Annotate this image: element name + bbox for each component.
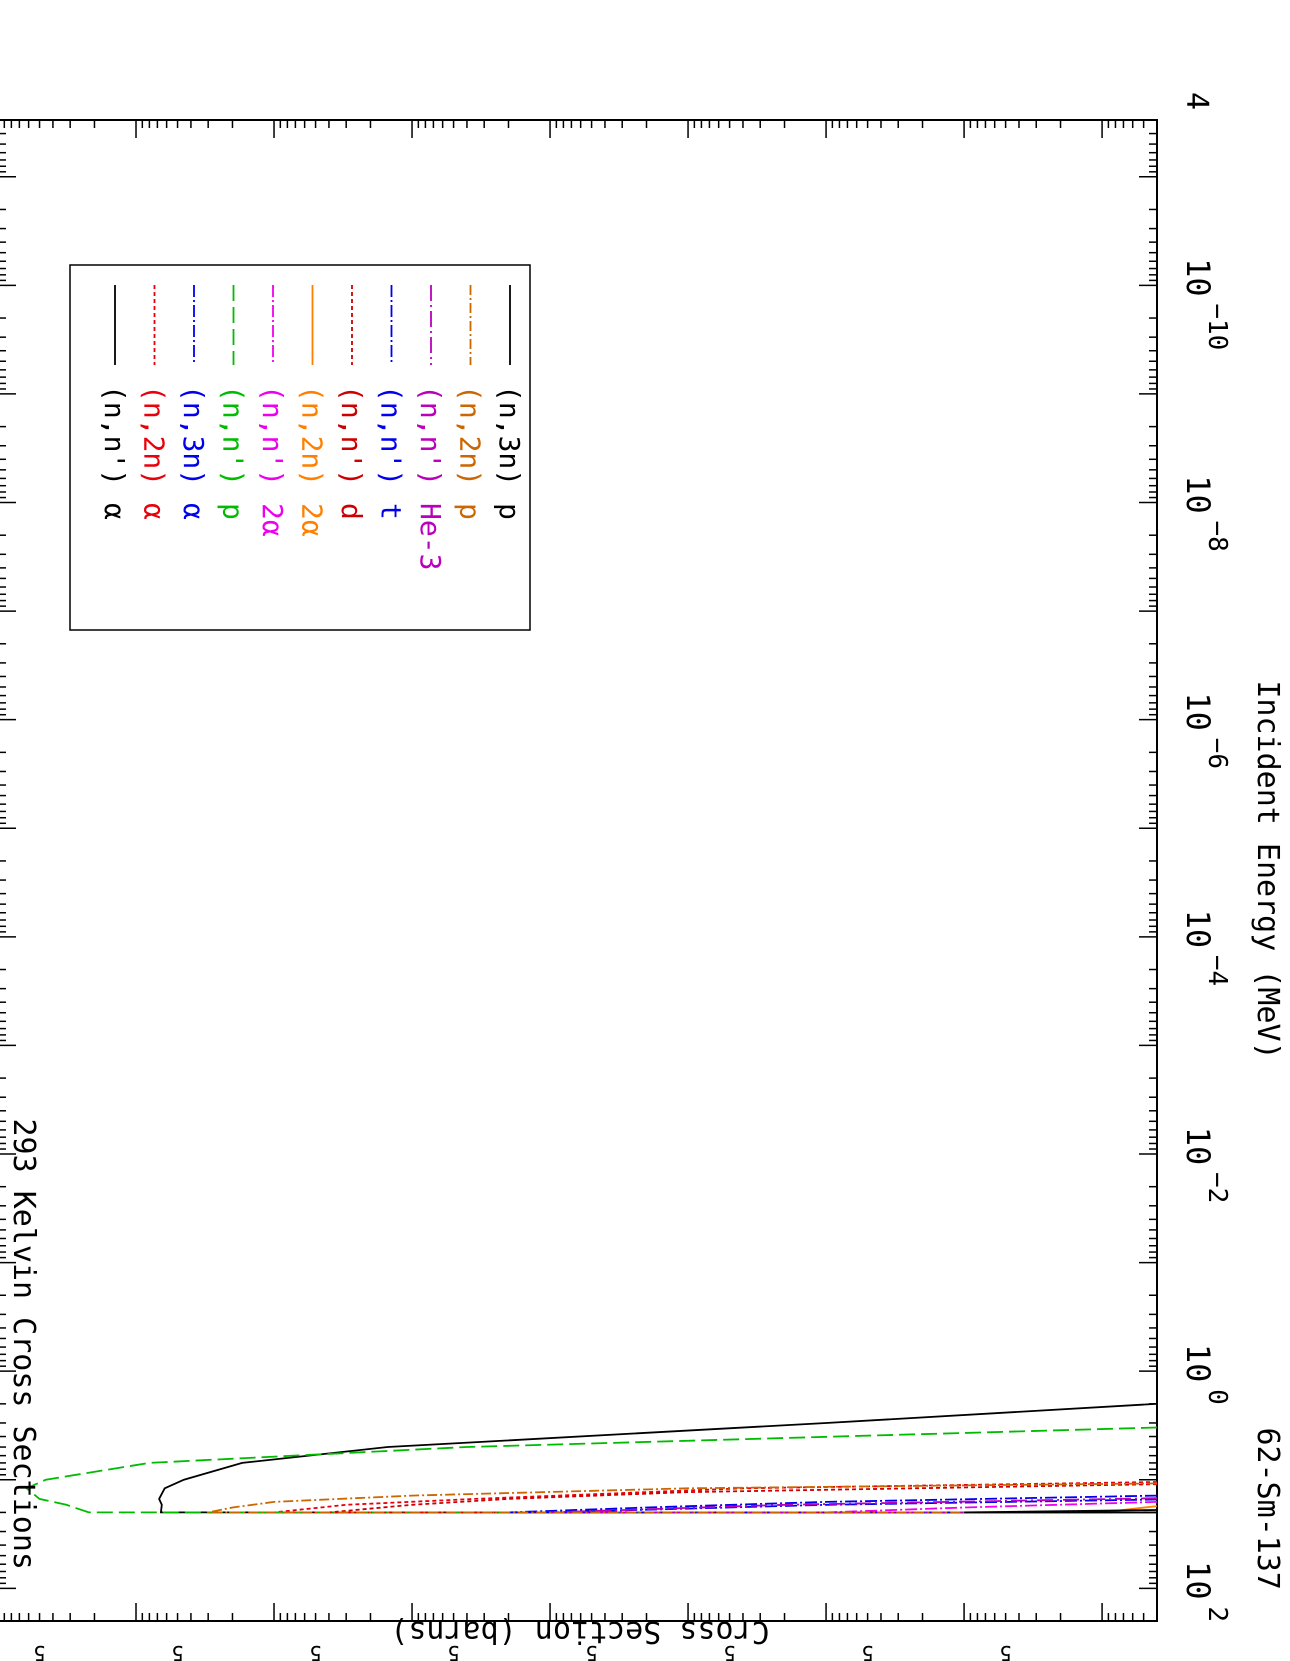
series-line-4	[25, 1426, 1158, 1514]
x-tick-label-exp: −8	[1202, 521, 1232, 552]
plot-frame	[0, 119, 1158, 1622]
y-minor-label: 5	[586, 1641, 598, 1661]
x-tick-label-exp: −4	[1202, 955, 1232, 986]
x-tick-label: 10	[1179, 1561, 1217, 1600]
x-tick-label: 10	[1179, 1127, 1217, 1166]
y-axis-label: Cross Section (barns)	[390, 1614, 769, 1649]
tick-labels: 10 −10 10 −8 10 −6 10 −4 10 −2 10 0 10 2 4	[1179, 92, 1232, 1622]
y-minor-label: 5	[862, 1641, 874, 1661]
y-axis-labels: Cross Section (barns) 10010−210−410−610−…	[34, 1614, 1012, 1661]
x-tick-label: 10	[1179, 692, 1217, 731]
legend-entry: (n,2n) p	[454, 385, 487, 520]
legend-entry: (n,2n) 2α	[296, 385, 329, 537]
y-minor-label: 5	[310, 1641, 322, 1661]
chart-title: 293 Kelvin Cross Sections	[6, 1118, 41, 1570]
x-tick-label-exp: 2	[1202, 1606, 1232, 1622]
nuclide-label: 62-Sm-137	[1250, 1427, 1285, 1590]
series-line-1	[158, 1391, 1158, 1514]
legend-entry: (n,3n) α	[177, 385, 210, 520]
x-tick-label-exp: −2	[1202, 1172, 1232, 1203]
legend-entry: (n,n') 2α	[256, 385, 289, 537]
legend-entry: (n,n') d	[335, 385, 368, 520]
x-axis-start-label: 4	[1179, 92, 1214, 110]
y-minor-label: 5	[172, 1641, 184, 1661]
y-minor-label: 5	[34, 1641, 46, 1661]
y-minor-label: 5	[448, 1641, 460, 1661]
x-axis-label: Incident Energy (MeV)	[1250, 680, 1285, 1059]
x-tick-label-exp: −10	[1202, 303, 1232, 350]
legend-entry: (n,n') He-3	[414, 385, 447, 570]
series-line-10	[208, 1482, 1158, 1514]
x-tick-label-exp: 0	[1202, 1389, 1232, 1405]
x-tick-label: 10	[1179, 258, 1217, 297]
legend-box	[69, 264, 531, 631]
series-line-11	[964, 1509, 1158, 1514]
x-tick-label: 10	[1179, 910, 1217, 949]
y-minor-label: 5	[724, 1641, 736, 1661]
x-tick-label: 10	[1179, 1344, 1217, 1383]
legend-entry: (n,n') p	[217, 385, 250, 520]
axis-ticks	[0, 119, 1158, 1622]
series-layer: (n,n') α (n,2n) α (n,3n) α (n,n') p (n,n') 2…	[25, 264, 1158, 1514]
legend-entry: (n,2n) α	[138, 385, 171, 520]
legend-entry: (n,3n) p	[493, 385, 526, 520]
legend-entry: (n,n') α	[98, 385, 131, 520]
series-line-9	[549, 1497, 1158, 1514]
y-minor-label: 5	[1000, 1641, 1012, 1661]
legend-entry: (n,n') t	[375, 385, 408, 520]
x-tick-label-exp: −6	[1202, 738, 1232, 769]
x-tick-label: 10	[1179, 475, 1217, 514]
